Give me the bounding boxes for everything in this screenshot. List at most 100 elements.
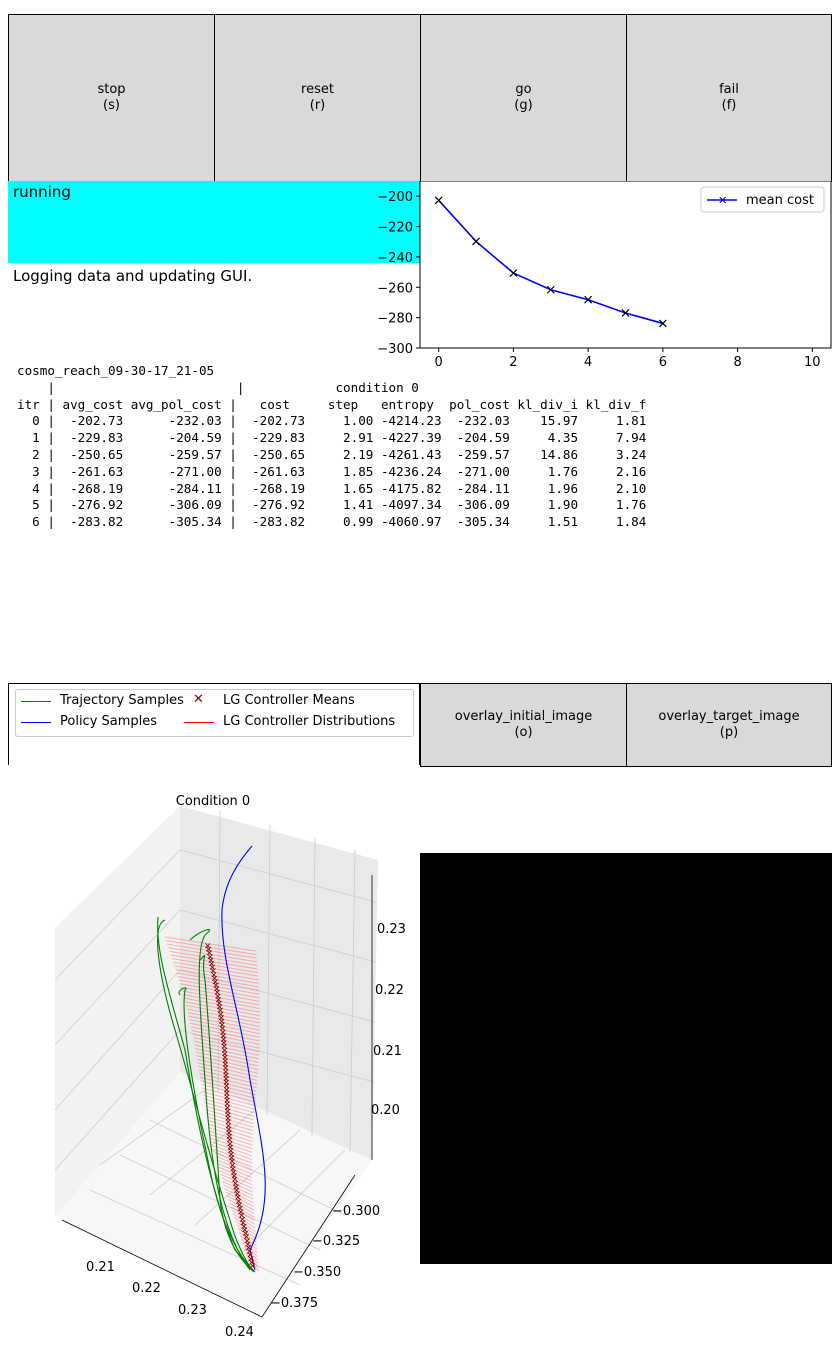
distribution-line: [202, 1091, 256, 1107]
lg-controller-distributions: [164, 936, 261, 1272]
distribution-line: [219, 1170, 253, 1186]
distribution-line: [205, 1112, 254, 1128]
mean-marker: ✕: [223, 1089, 231, 1099]
mean-marker: ✕: [239, 1219, 247, 1229]
x-marker-icon: ✕: [193, 692, 204, 707]
y-tick-label: −200: [377, 190, 413, 205]
mean-marker: ✕: [216, 1003, 224, 1013]
distribution-line: [237, 1227, 257, 1243]
distribution-line: [191, 1029, 260, 1045]
mean-marker: ✕: [219, 1025, 227, 1035]
distribution-line: [173, 961, 259, 977]
data-point-marker: [434, 196, 443, 205]
x-tick-label: 6: [659, 355, 667, 370]
mean-marker: ✕: [215, 1000, 223, 1010]
overlay-target-image-button[interactable]: overlay_target_image (p): [626, 683, 832, 767]
x-tick-label: 2: [509, 355, 517, 370]
svg-text:0.20: 0.20: [371, 1103, 400, 1118]
mean-marker: ✕: [221, 1057, 229, 1067]
distribution-line: [204, 1105, 255, 1121]
distribution-line: [205, 1109, 254, 1125]
data-point-marker: [658, 319, 667, 328]
mean-marker: ✕: [225, 1122, 233, 1132]
mean-marker: ✕: [209, 967, 217, 977]
distribution-line: [193, 1040, 260, 1056]
distribution-line: [165, 940, 257, 956]
distribution-line: [246, 1256, 260, 1272]
mean-marker: ✕: [209, 964, 217, 974]
mean-marker: ✕: [206, 953, 214, 963]
distribution-line: [222, 1181, 253, 1196]
mean-cost-chart: 0 2 4 6 8 10 −200 −220 −240 −260 −280 −300 ✕ mean c…: [377, 181, 832, 370]
distribution-line: [187, 1012, 261, 1027]
mean-marker: ✕: [237, 1208, 245, 1218]
trajectory-samples: [157, 916, 256, 1273]
x-tick-label: 0: [435, 355, 443, 370]
plot-legend: [15, 689, 414, 737]
mean-marker: ✕: [243, 1233, 251, 1243]
overlay-initial-image-button[interactable]: overlay_initial_image (o): [420, 683, 627, 767]
distribution-line: [183, 997, 260, 1013]
data-point-marker: [621, 309, 630, 317]
status-indicator: [8, 181, 420, 263]
stop-button[interactable]: stop (s): [8, 14, 215, 182]
y-tick-label: −260: [377, 281, 413, 296]
distribution-line: [170, 954, 258, 970]
mean-marker: ✕: [233, 1186, 241, 1196]
mean-marker: ✕: [223, 1097, 231, 1107]
svg-text:0.21: 0.21: [86, 1260, 115, 1275]
camera-image: [420, 853, 832, 1264]
mean-marker: ✕: [213, 985, 221, 995]
distribution-line: [232, 1213, 256, 1229]
fail-button[interactable]: fail (f): [626, 14, 832, 182]
legend-policy-samples: Policy Samples: [60, 714, 158, 729]
mean-marker: ✕: [247, 1255, 255, 1265]
svg-text:−0.375: −0.375: [270, 1296, 318, 1311]
mean-marker: ✕: [224, 1115, 232, 1125]
x-tick-label: 8: [733, 355, 741, 370]
distribution-line: [210, 1134, 253, 1150]
distribution-line: [174, 965, 259, 981]
mean-marker: ✕: [236, 1204, 244, 1214]
distribution-line: [198, 1065, 258, 1081]
mean-marker: ✕: [224, 1104, 232, 1114]
mean-marker: ✕: [227, 1143, 235, 1153]
mean-marker: ✕: [218, 1018, 226, 1028]
mean-marker: ✕: [222, 1075, 230, 1085]
mean-marker: ✕: [220, 1043, 228, 1053]
mean-marker: ✕: [243, 1237, 251, 1247]
svg-text:0.22: 0.22: [375, 983, 404, 998]
data-point-marker: [509, 269, 518, 278]
mean-marker: ✕: [230, 1169, 238, 1179]
legend-trajectory-samples: Trajectory Samples: [60, 693, 184, 708]
mean-marker: ✕: [239, 1215, 247, 1225]
mean-marker: ✕: [232, 1179, 240, 1189]
mean-marker: ✕: [229, 1161, 237, 1171]
mean-marker: ✕: [229, 1165, 237, 1175]
distribution-line: [177, 976, 260, 992]
mean-marker: ✕: [206, 949, 214, 959]
mean-marker: ✕: [223, 1079, 231, 1089]
mean-marker: ✕: [217, 1014, 225, 1024]
distribution-line: [241, 1238, 258, 1254]
distribution-line: [221, 1177, 253, 1193]
mean-marker: ✕: [205, 946, 213, 956]
mean-marker: ✕: [221, 1053, 229, 1063]
x-tick-labels: 0.21 0.22 0.23 0.24: [86, 1260, 254, 1340]
distribution-line: [171, 958, 258, 974]
mean-marker: ✕: [226, 1136, 234, 1146]
distribution-line: [179, 983, 260, 999]
mean-marker: ✕: [238, 1212, 246, 1222]
mean-marker: ✕: [226, 1133, 234, 1143]
mean-marker: ✕: [232, 1183, 240, 1193]
mean-marker: ✕: [212, 982, 220, 992]
mean-marker: ✕: [244, 1240, 252, 1250]
mean-marker: ✕: [241, 1226, 249, 1236]
distribution-line: [212, 1145, 253, 1161]
mean-marker: ✕: [219, 1028, 227, 1038]
mean-marker: ✕: [248, 1258, 256, 1268]
mean-marker: ✕: [235, 1197, 243, 1207]
go-button[interactable]: go (g): [420, 14, 627, 182]
distribution-line: [209, 1130, 253, 1146]
reset-button[interactable]: reset (r): [214, 14, 421, 182]
